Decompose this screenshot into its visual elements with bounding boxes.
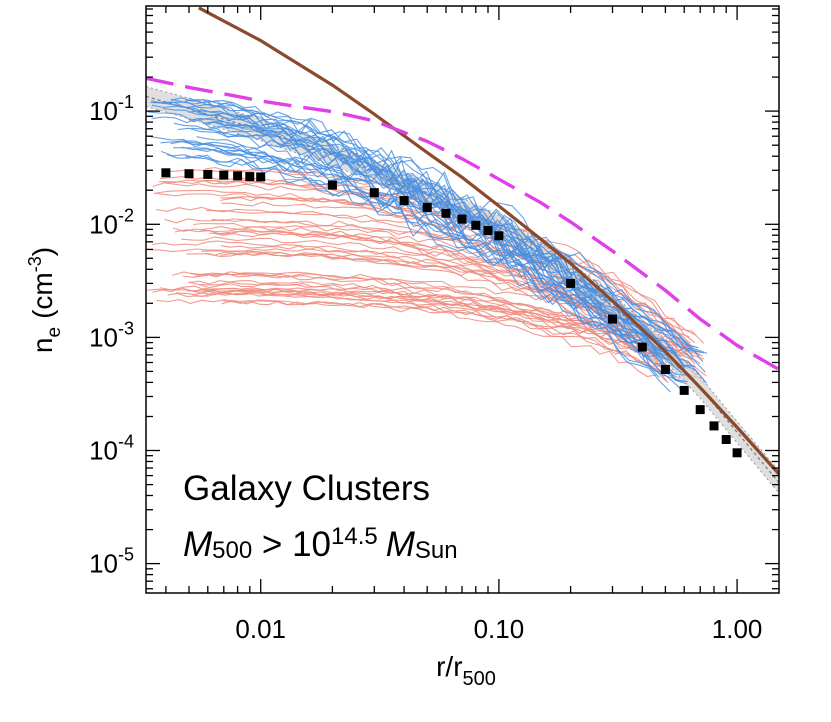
plot-frame: [145, 5, 780, 594]
cluster-profile-line: [160, 140, 686, 383]
cluster-profile-line: [223, 300, 707, 377]
y-tick-exp: -3: [118, 318, 134, 338]
x-tick-label: 0.10: [474, 614, 525, 644]
scatter-band-lower: [146, 106, 779, 494]
cluster-profile-line: [159, 285, 694, 355]
average-profile-point: [494, 231, 504, 241]
average-profile-point: [203, 169, 213, 179]
x-axis-title: r/r500: [436, 651, 496, 690]
y-axis-title: ne (cm-3): [25, 247, 65, 353]
y-tick-label: 10-3: [89, 318, 134, 352]
x-axis-title-main: r/r: [436, 651, 462, 682]
average-profile-point: [233, 171, 243, 181]
cluster-profile-line: [198, 283, 697, 380]
y-tick-base: 10: [89, 322, 118, 352]
annotation-m: M: [183, 525, 213, 564]
cluster-profile-line: [173, 147, 687, 396]
y-axis-title-main: n: [27, 338, 58, 354]
y-tick-label: 10-1: [89, 92, 134, 126]
y-axis-title-unit: (cm: [27, 272, 58, 319]
average-profile-point: [660, 365, 670, 374]
cluster-profile-line: [177, 127, 704, 362]
annotation-gt: > 10: [252, 525, 331, 564]
x-axis-title-sub: 500: [463, 668, 496, 690]
average-profile-point: [422, 202, 432, 212]
cluster-profile-line: [182, 273, 671, 358]
magenta-model-line: [146, 76, 779, 371]
average-profile-point: [721, 435, 731, 444]
cluster-profile-line: [152, 288, 703, 357]
average-profile-point: [219, 170, 229, 180]
cluster-profile-line: [204, 121, 678, 356]
y-tick-label: 10-5: [89, 545, 134, 579]
average-profile-point: [256, 172, 266, 182]
average-profile-point: [679, 385, 689, 395]
average-profile-point: [637, 342, 647, 352]
cluster-profile-line: [189, 118, 687, 376]
y-tick-label: 10-2: [89, 205, 134, 239]
cluster-profile-line: [188, 97, 700, 376]
y-tick-base: 10: [89, 436, 118, 466]
cluster-profile-line: [160, 150, 688, 383]
annotation-ms-sub: Sun: [415, 537, 458, 564]
y-tick-base: 10: [89, 549, 118, 579]
average-profile-point: [441, 208, 451, 218]
y-axis-title-close: ): [27, 247, 58, 256]
average-profile-point: [245, 172, 255, 182]
x-tick-labels: 0.01 0.10 1.00: [235, 614, 762, 644]
y-tick-exp: -5: [118, 545, 134, 565]
cluster-profile-line: [147, 287, 681, 380]
average-profile-point: [608, 314, 617, 324]
plot-area: [146, 6, 779, 494]
average-profile-point: [566, 278, 576, 288]
axis-ticks: [146, 6, 779, 593]
average-profile-point: [327, 180, 337, 190]
average-profile-point: [695, 405, 705, 415]
annotation-m-sub: 500: [212, 537, 252, 564]
cluster-profile-line: [202, 121, 667, 360]
annotation-title: Galaxy Clusters: [183, 469, 430, 508]
cluster-profile-line: [188, 279, 661, 368]
annotation-ms: M: [386, 525, 416, 564]
y-tick-base: 10: [89, 96, 118, 126]
model-curves: [146, 6, 779, 476]
y-tick-exp: -2: [118, 205, 134, 225]
cluster-profile-line: [185, 156, 666, 356]
brown-model-line: [198, 6, 779, 476]
average-profile-point: [483, 226, 493, 235]
average-profile-point: [709, 421, 719, 431]
y-axis-title-sub: e: [44, 327, 65, 338]
y-tick-labels: 10-110-210-310-410-5: [89, 92, 134, 578]
cluster-profile-line: [202, 103, 686, 369]
y-tick-exp: -1: [118, 92, 134, 112]
cluster-profile-line: [221, 300, 657, 378]
average-profile-point: [457, 214, 467, 224]
average-profile-point: [161, 168, 171, 178]
y-axis-title-exp: -3: [25, 256, 45, 272]
y-tick-label: 10-4: [89, 432, 134, 466]
average-profile-point: [399, 196, 409, 206]
average-profile-point: [184, 169, 194, 179]
average-profile-point: [732, 448, 742, 458]
x-tick-label: 0.01: [235, 614, 286, 644]
annotation-exp: 14.5: [331, 523, 378, 550]
cluster-profile-line: [173, 122, 671, 393]
y-tick-base: 10: [89, 209, 118, 239]
y-tick-exp: -4: [118, 432, 134, 452]
average-profile-point: [369, 188, 379, 198]
average-profile-point: [471, 220, 481, 230]
scatter-band-upper: [146, 86, 779, 472]
annotation-mass-threshold: M500 > 1014.5 MSun: [183, 523, 458, 564]
average-profile-points: [161, 168, 742, 458]
x-tick-label: 1.00: [712, 614, 763, 644]
cluster-profile-line: [151, 104, 699, 349]
